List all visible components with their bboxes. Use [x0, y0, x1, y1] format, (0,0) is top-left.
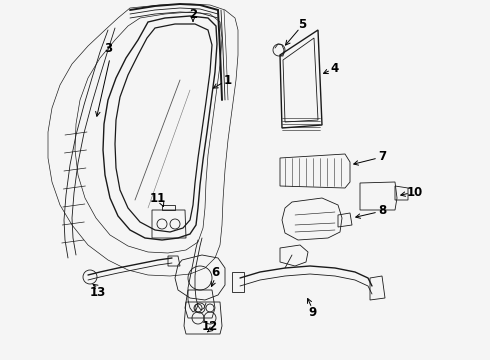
Text: 5: 5 — [298, 18, 306, 31]
Text: 12: 12 — [202, 320, 218, 333]
Text: 7: 7 — [378, 149, 386, 162]
Text: 13: 13 — [90, 285, 106, 298]
Text: 3: 3 — [104, 41, 112, 54]
Text: 8: 8 — [378, 203, 386, 216]
Text: 1: 1 — [224, 73, 232, 86]
Text: 2: 2 — [189, 8, 197, 21]
Text: 6: 6 — [211, 266, 219, 279]
Text: 10: 10 — [407, 185, 423, 198]
Text: 11: 11 — [150, 192, 166, 204]
Text: 4: 4 — [331, 62, 339, 75]
Text: 9: 9 — [308, 306, 316, 319]
